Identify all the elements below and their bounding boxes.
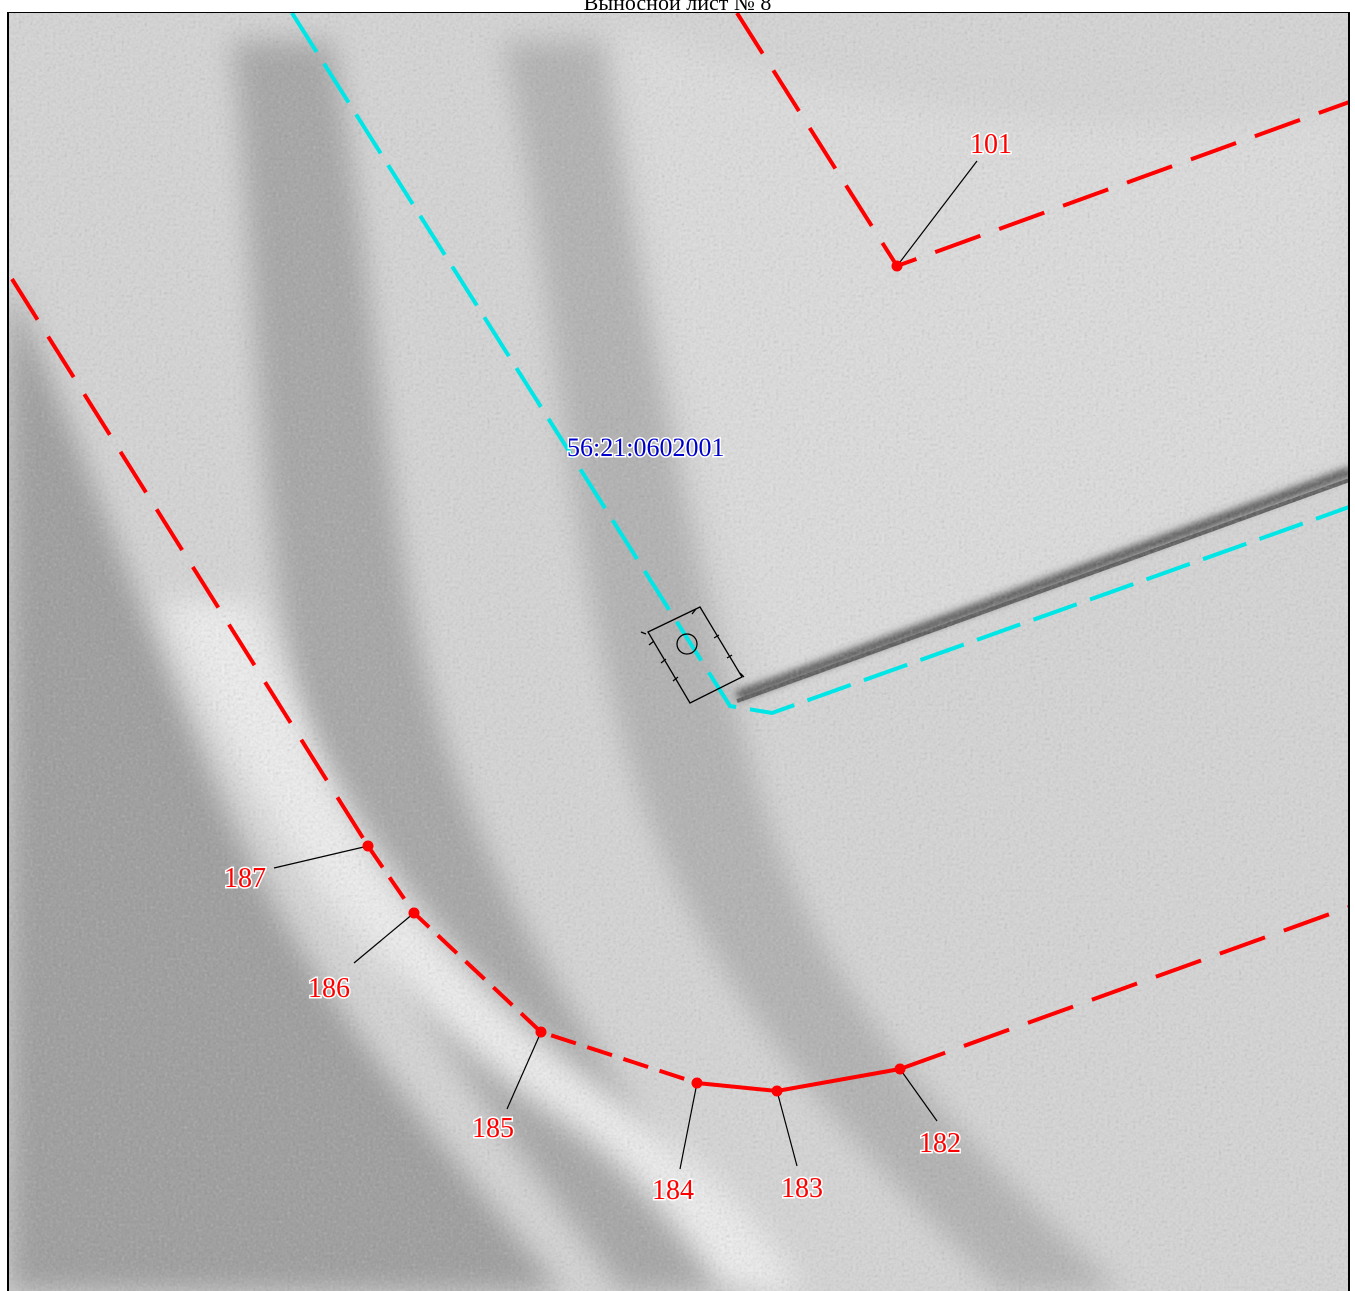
leader-186 xyxy=(353,912,415,964)
point-label-101: 101 xyxy=(970,129,1012,160)
boundary-line-west xyxy=(10,277,370,848)
boundary-point-icon[interactable] xyxy=(891,260,903,272)
boundary-points xyxy=(362,260,906,1097)
survey-sign-circle xyxy=(676,633,698,655)
boundary-point-icon[interactable] xyxy=(408,907,420,919)
boundary-point-icon[interactable] xyxy=(771,1085,783,1097)
leader-187 xyxy=(273,845,369,869)
boundary-line-east xyxy=(899,905,1348,1071)
parcel-boundary-line xyxy=(290,13,1348,716)
boundary-line-curve xyxy=(366,844,698,1085)
leader-185 xyxy=(506,1031,542,1110)
map-canvas: 101 187 186 185 184 183 182 56:21:060200… xyxy=(9,13,1348,1291)
point-label-183: 183 xyxy=(781,1173,823,1204)
survey-sign-ticks xyxy=(640,608,745,682)
boundary-point-icon[interactable] xyxy=(362,840,374,852)
leader-182 xyxy=(899,1068,938,1122)
aerial-imagery xyxy=(9,13,1348,1291)
leader-101 xyxy=(896,160,978,267)
sheet-title: Выносной лист № 8 xyxy=(583,0,772,15)
survey-sign-icon xyxy=(640,606,745,704)
point-label-184: 184 xyxy=(652,1175,694,1206)
cadastral-number-label: 56:21:0602001 xyxy=(567,433,724,462)
parcel-boundary xyxy=(290,13,1348,716)
point-label-186: 186 xyxy=(308,973,350,1004)
leader-183 xyxy=(776,1090,798,1167)
leader-lines xyxy=(273,160,978,1170)
point-label-185: 185 xyxy=(472,1113,514,1144)
point-labels: 101 187 186 185 184 183 182 xyxy=(223,128,1014,1208)
point-label-187: 187 xyxy=(224,863,266,894)
boundary-point-icon[interactable] xyxy=(691,1077,703,1089)
map-frame[interactable]: 101 187 186 185 184 183 182 56:21:060200… xyxy=(7,12,1350,1291)
boundary-point-icon[interactable] xyxy=(894,1063,906,1075)
leader-184 xyxy=(679,1082,698,1170)
point-label-182: 182 xyxy=(919,1128,961,1159)
boundary-point-icon[interactable] xyxy=(535,1026,547,1038)
